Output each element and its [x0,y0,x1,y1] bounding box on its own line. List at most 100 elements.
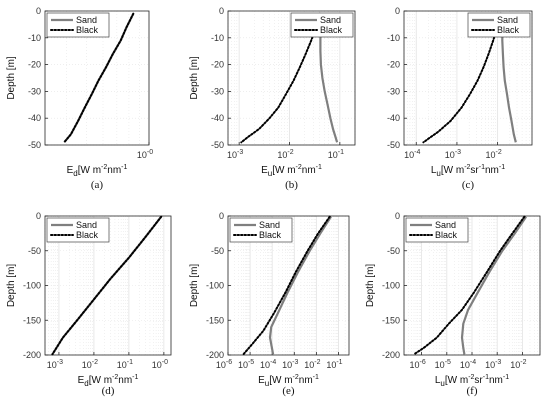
legend-label-black: Black [435,230,458,240]
y-tick-label: -30 [211,86,224,96]
y-tick-label: -150 [206,315,224,325]
y-tick-label: -50 [387,140,400,150]
x-tick-label: 10-4 [404,149,420,160]
legend-label-black: Black [76,230,99,240]
y-tick-label: -50 [387,246,400,256]
panel-caption: (d) [102,385,115,397]
y-tick-label: -200 [23,350,41,360]
y-tick-label: -100 [23,281,41,291]
legend-label-sand: Sand [76,220,97,230]
x-tick-label: 10-1 [328,149,344,160]
x-tick-label: 10-2 [485,149,501,160]
x-tick-label: 10-6 [216,359,232,370]
x-axis-label: Ed[W m-2nm-1 [67,164,128,178]
y-tick-label: -50 [211,140,224,150]
y-tick-label: -30 [387,86,400,96]
x-tick-label: 10-4 [260,359,276,370]
x-tick-label: 10-1 [326,359,342,370]
y-tick-label: 0 [219,6,224,16]
y-axis-label: Depth [m] [6,264,17,308]
x-tick-label: 10-3 [282,359,298,370]
x-tick-label: 10-1 [117,359,133,370]
x-axis-label: Ed[W m-2nm-1 [78,374,139,388]
chart-panel-f: 0 -50 -100 -150 -200 10-6 10-5 10-4 10-3 10-2 Dept… [365,211,541,397]
legend-label-black: Black [259,230,282,240]
x-tick-label: 10-3 [47,359,63,370]
y-tick-label: -100 [206,281,224,291]
legend-label-sand: Sand [497,15,518,25]
panel-caption: (f) [467,385,478,397]
legend-box [290,12,354,38]
panel-caption: (c) [462,179,475,191]
y-tick-label: -40 [387,113,400,123]
chart-panel-d: 0 -50 -100 -150 -200 10-3 10-2 10-1 10-0 Depth [m… [6,211,172,397]
legend-label-sand: Sand [320,15,341,25]
y-tick-label: -50 [28,246,41,256]
y-tick-label: -200 [206,350,224,360]
series-line-black [63,12,135,144]
legend-label-sand: Sand [435,220,456,230]
x-tick-label: 10-2 [510,359,526,370]
panel-caption: (b) [285,179,298,191]
legend-label-black: Black [320,25,343,35]
x-axis-label: Lu[W m-2sr-1nm-1 [431,164,505,178]
y-tick-label: 0 [395,211,400,221]
legend-label-sand: Sand [76,15,97,25]
legend-label-black: Black [497,25,520,35]
series-line-black [51,215,163,356]
x-tick-label: 10-2 [304,359,320,370]
x-axis-label: Lu[W m-2sr-1nm-1 [435,374,509,388]
legend-box [229,217,293,243]
legend-box [405,217,469,243]
panel-caption: (a) [91,179,104,191]
y-tick-label: -20 [211,60,224,70]
y-tick-label: -10 [28,33,41,43]
series-line-sand [268,216,332,355]
legend-box [46,12,110,38]
y-tick-label: -10 [211,33,224,43]
y-axis-label: Depth [m] [189,264,200,308]
y-tick-label: -200 [382,350,400,360]
legend-box [46,217,110,243]
legend-label-black: Black [76,25,99,35]
y-tick-label: -50 [211,246,224,256]
series-line-black [240,12,321,144]
x-tick-label: 10-0 [137,149,153,160]
y-axis-label: Depth [m] [6,56,17,100]
x-tick-label: 10-6 [409,359,425,370]
y-tick-label: -20 [387,60,400,70]
y-tick-label: 0 [36,6,41,16]
x-tick-label: 10-0 [152,359,168,370]
series-line-sand [460,216,528,355]
panel-caption: (e) [282,385,295,397]
axes-frame [44,10,150,146]
series-line-black [413,215,526,356]
x-axis-label: Eu[W m-2nm-1 [258,374,319,388]
x-tick-label: 10-3 [485,359,501,370]
x-tick-label: 10-5 [238,359,254,370]
x-tick-label: 10-4 [460,359,476,370]
axes-frame [403,10,533,146]
y-tick-label: -150 [382,315,400,325]
x-axis-label: Eu[W m-2nm-1 [261,164,322,178]
y-tick-label: -20 [28,60,41,70]
x-tick-label: 10-2 [277,149,293,160]
y-tick-label: -40 [28,113,41,123]
y-tick-label: 0 [395,6,400,16]
axes-frame [227,10,356,146]
y-tick-label: -50 [28,140,41,150]
y-tick-label: 0 [219,211,224,221]
y-tick-label: -10 [387,33,400,43]
legend-box [467,12,531,38]
y-tick-label: -40 [211,113,224,123]
y-axis-label: Depth [m] [365,264,376,308]
y-tick-label: 0 [36,211,41,221]
